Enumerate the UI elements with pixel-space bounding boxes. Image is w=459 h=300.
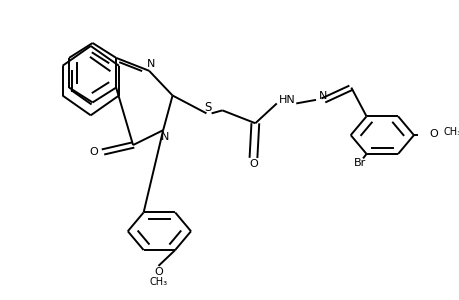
Text: N: N <box>147 59 155 69</box>
Text: Br: Br <box>353 158 365 168</box>
Text: CH₃: CH₃ <box>149 277 167 287</box>
Text: O: O <box>428 129 437 139</box>
Text: O: O <box>89 147 98 157</box>
Text: S: S <box>204 101 211 115</box>
Text: N: N <box>161 132 169 142</box>
Text: HN: HN <box>279 94 295 105</box>
Text: O: O <box>249 160 257 170</box>
Text: CH₃: CH₃ <box>443 127 459 137</box>
Text: N: N <box>319 91 327 101</box>
Text: O: O <box>154 267 162 277</box>
